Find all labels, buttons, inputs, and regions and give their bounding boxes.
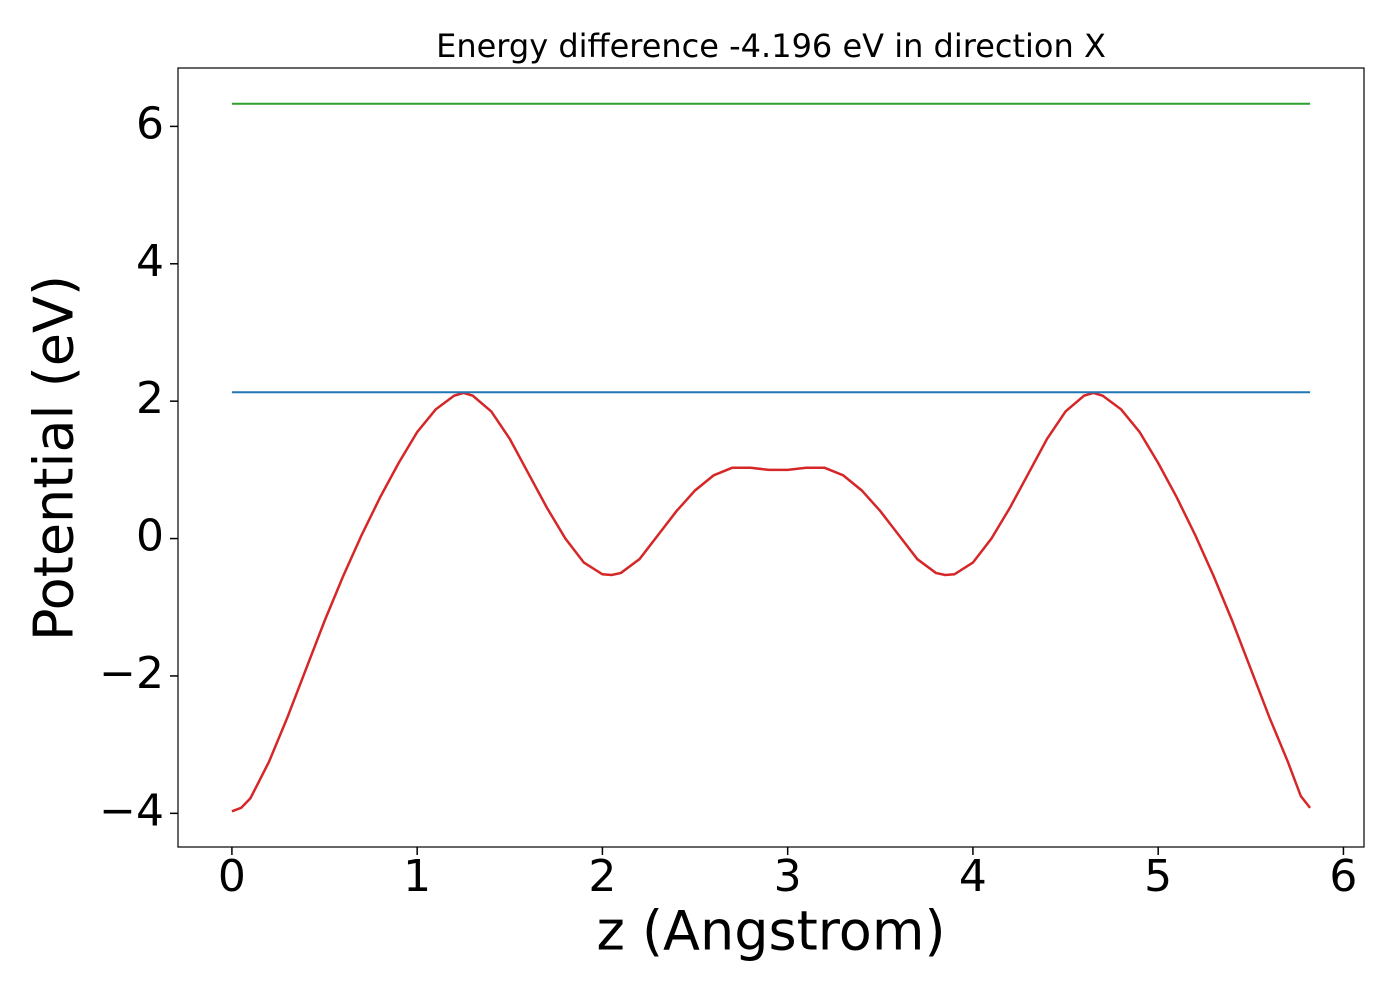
x-tick-label: 0 [218,851,246,902]
chart-title: Energy difference -4.196 eV in direction… [436,27,1106,65]
x-tick-label: 5 [1144,851,1172,902]
x-tick-label: 6 [1329,851,1357,902]
y-axis-label: Potential (eV) [23,275,86,641]
y-tick-label: −4 [99,785,164,836]
y-tick-label: −2 [99,648,164,699]
x-tick-label: 1 [403,851,431,902]
y-tick-label: 4 [136,236,164,287]
x-tick-label: 3 [774,851,802,902]
series-line [231,391,1312,813]
y-tick-label: 0 [136,511,164,562]
x-tick-label: 4 [959,851,987,902]
x-axis-label: z (Angstrom) [596,900,945,963]
plot-frame [177,67,1365,848]
y-tick-label: 2 [136,373,164,424]
x-tick-label: 2 [588,851,616,902]
y-tick-label: 6 [136,98,164,149]
